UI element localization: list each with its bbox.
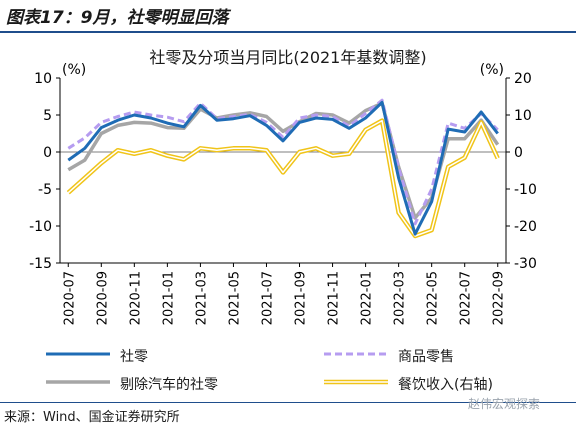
x-tick-label: 2020-09 bbox=[95, 271, 110, 325]
right-unit-label: (%) bbox=[480, 62, 504, 78]
x-tick-label: 2021-05 bbox=[227, 271, 242, 325]
y-tick-label-right: 0 bbox=[514, 145, 523, 161]
x-tick-label: 2021-07 bbox=[260, 271, 275, 325]
y-tick-label-right: 20 bbox=[514, 71, 532, 87]
x-tick-label: 2021-09 bbox=[294, 271, 309, 325]
x-tick-label: 2022-07 bbox=[459, 271, 474, 325]
y-tick-label-right: 10 bbox=[514, 108, 532, 124]
title-rule bbox=[0, 31, 576, 33]
y-tick-label-left: 10 bbox=[34, 71, 52, 87]
x-tick-label: 2021-01 bbox=[161, 271, 176, 325]
x-tick-label: 2020-07 bbox=[62, 271, 77, 325]
source-rule bbox=[0, 402, 576, 403]
y-tick-label-left: 5 bbox=[43, 108, 52, 124]
chart-title: 社零及分项当月同比(2021年基数调整) bbox=[149, 48, 427, 67]
y-tick-label-left: -5 bbox=[38, 182, 52, 198]
series-line-ex_auto bbox=[67, 101, 500, 220]
y-tick-label-right: -10 bbox=[514, 182, 537, 198]
series-line-goods bbox=[67, 98, 499, 226]
x-tick-label: 2022-03 bbox=[393, 271, 408, 325]
watermark-text: 赵伟宏观探索 bbox=[468, 397, 541, 411]
x-tick-label: 2020-11 bbox=[128, 271, 143, 325]
x-tick-label: 2022-01 bbox=[360, 271, 375, 325]
y-tick-label-left: -15 bbox=[29, 256, 52, 272]
series-line-catering-inner bbox=[67, 119, 499, 237]
y-tick-label-right: -20 bbox=[514, 219, 537, 235]
series-line-retail bbox=[67, 100, 499, 236]
left-unit-label: (%) bbox=[62, 62, 86, 78]
source-note: 来源：Wind、国金证券研究所 bbox=[4, 410, 180, 425]
x-tick-label: 2022-05 bbox=[426, 271, 441, 325]
y-tick-label-left: 0 bbox=[43, 145, 52, 161]
x-tick-label: 2022-09 bbox=[492, 271, 507, 325]
x-tick-label: 2021-03 bbox=[194, 271, 209, 325]
x-tick-label: 2021-11 bbox=[327, 271, 342, 325]
y-tick-label-left: -10 bbox=[29, 219, 52, 235]
figure-title: 图表17：9月，社零明显回落 bbox=[6, 8, 229, 28]
y-tick-label-right: -30 bbox=[514, 256, 537, 272]
